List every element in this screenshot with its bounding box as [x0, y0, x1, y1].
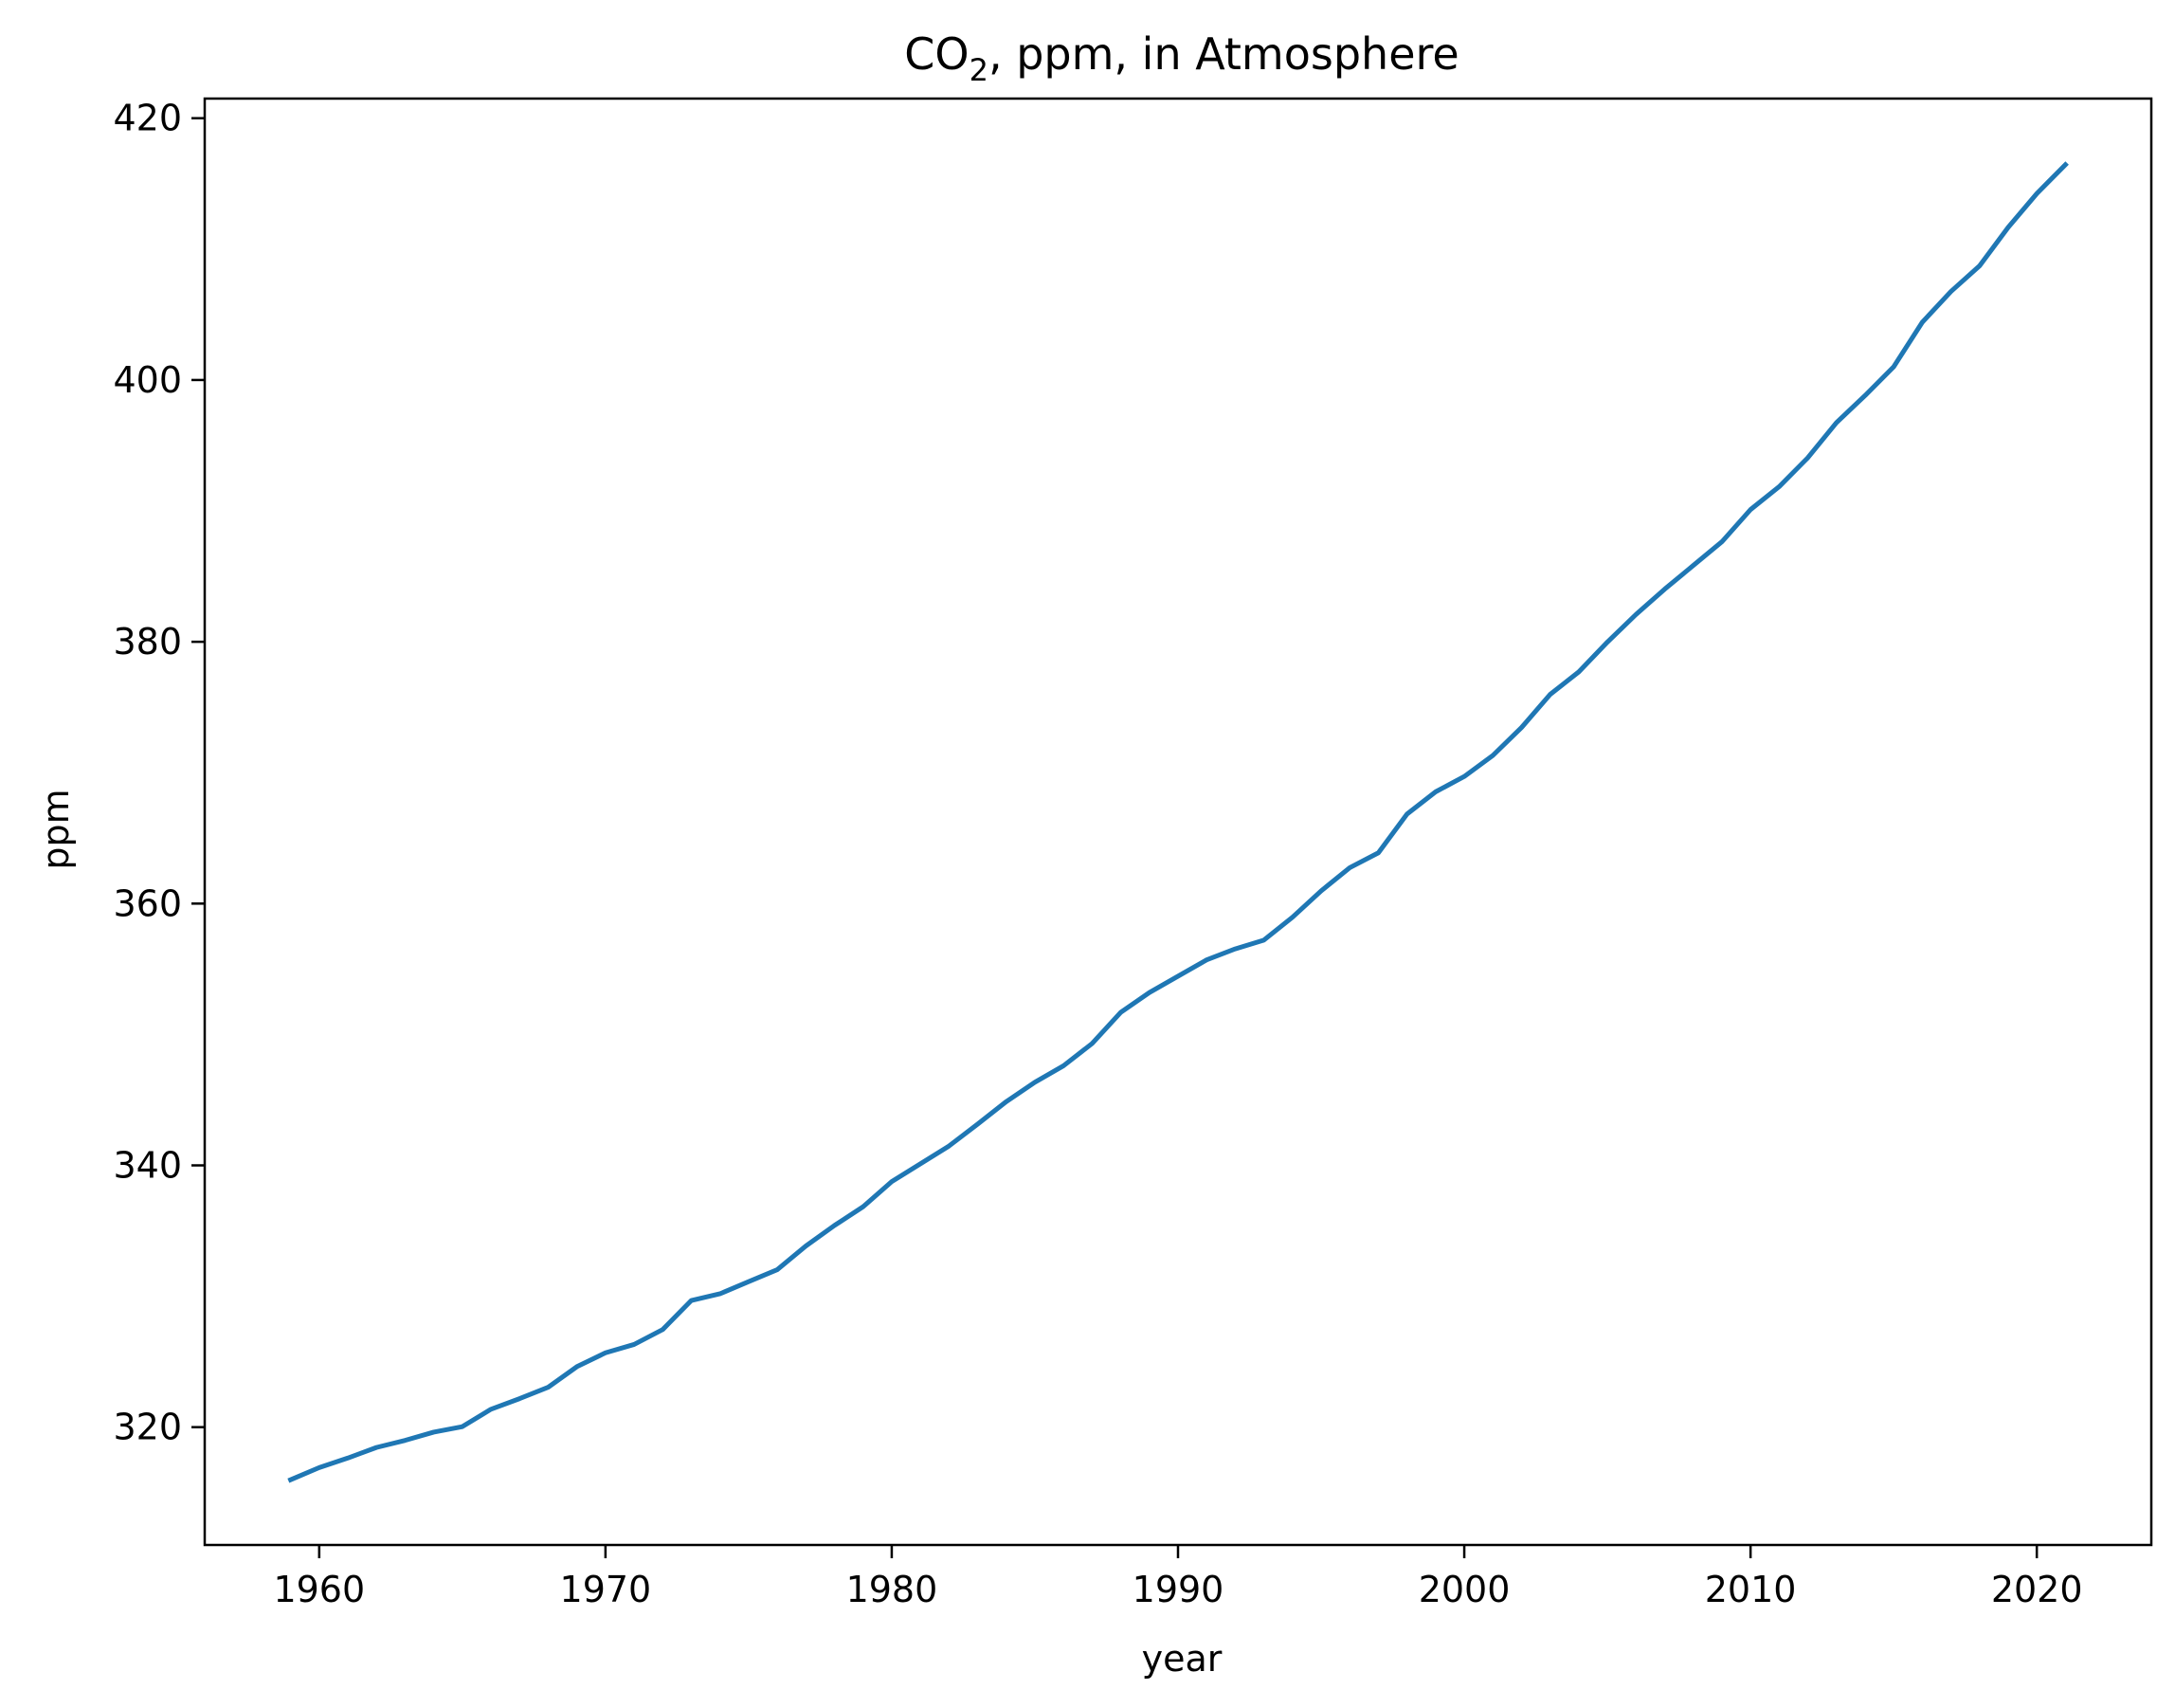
x-axis-label: year	[1142, 1638, 1223, 1680]
y-tick-label: 360	[113, 882, 182, 924]
y-tick-label: 420	[113, 98, 182, 139]
y-axis-ticks: 320 340 360 380 400 420	[113, 98, 205, 1448]
y-tick-label: 320	[113, 1407, 182, 1448]
x-tick-label: 1980	[846, 1569, 938, 1610]
plot-area-frame	[203, 97, 2153, 1547]
x-tick-label: 2020	[1991, 1569, 2083, 1610]
y-tick-label: 380	[113, 621, 182, 663]
series-line-co2	[287, 161, 2069, 1483]
y-tick-label: 400	[113, 359, 182, 401]
x-tick-label: 2010	[1705, 1569, 1797, 1610]
chart-title: CO2, ppm, in Atmosphere	[904, 28, 1459, 88]
x-tick-label: 2000	[1419, 1569, 1511, 1610]
y-axis-label: ppm	[35, 789, 77, 869]
x-tick-label: 1990	[1133, 1569, 1224, 1610]
y-tick-label: 340	[113, 1145, 182, 1187]
x-tick-label: 1960	[273, 1569, 365, 1610]
x-tick-label: 1970	[560, 1569, 652, 1610]
chart-title-subscript: 2	[970, 52, 988, 88]
x-axis-ticks: 1960 1970 1980 1990 2000 2010 2020	[273, 1545, 2083, 1610]
